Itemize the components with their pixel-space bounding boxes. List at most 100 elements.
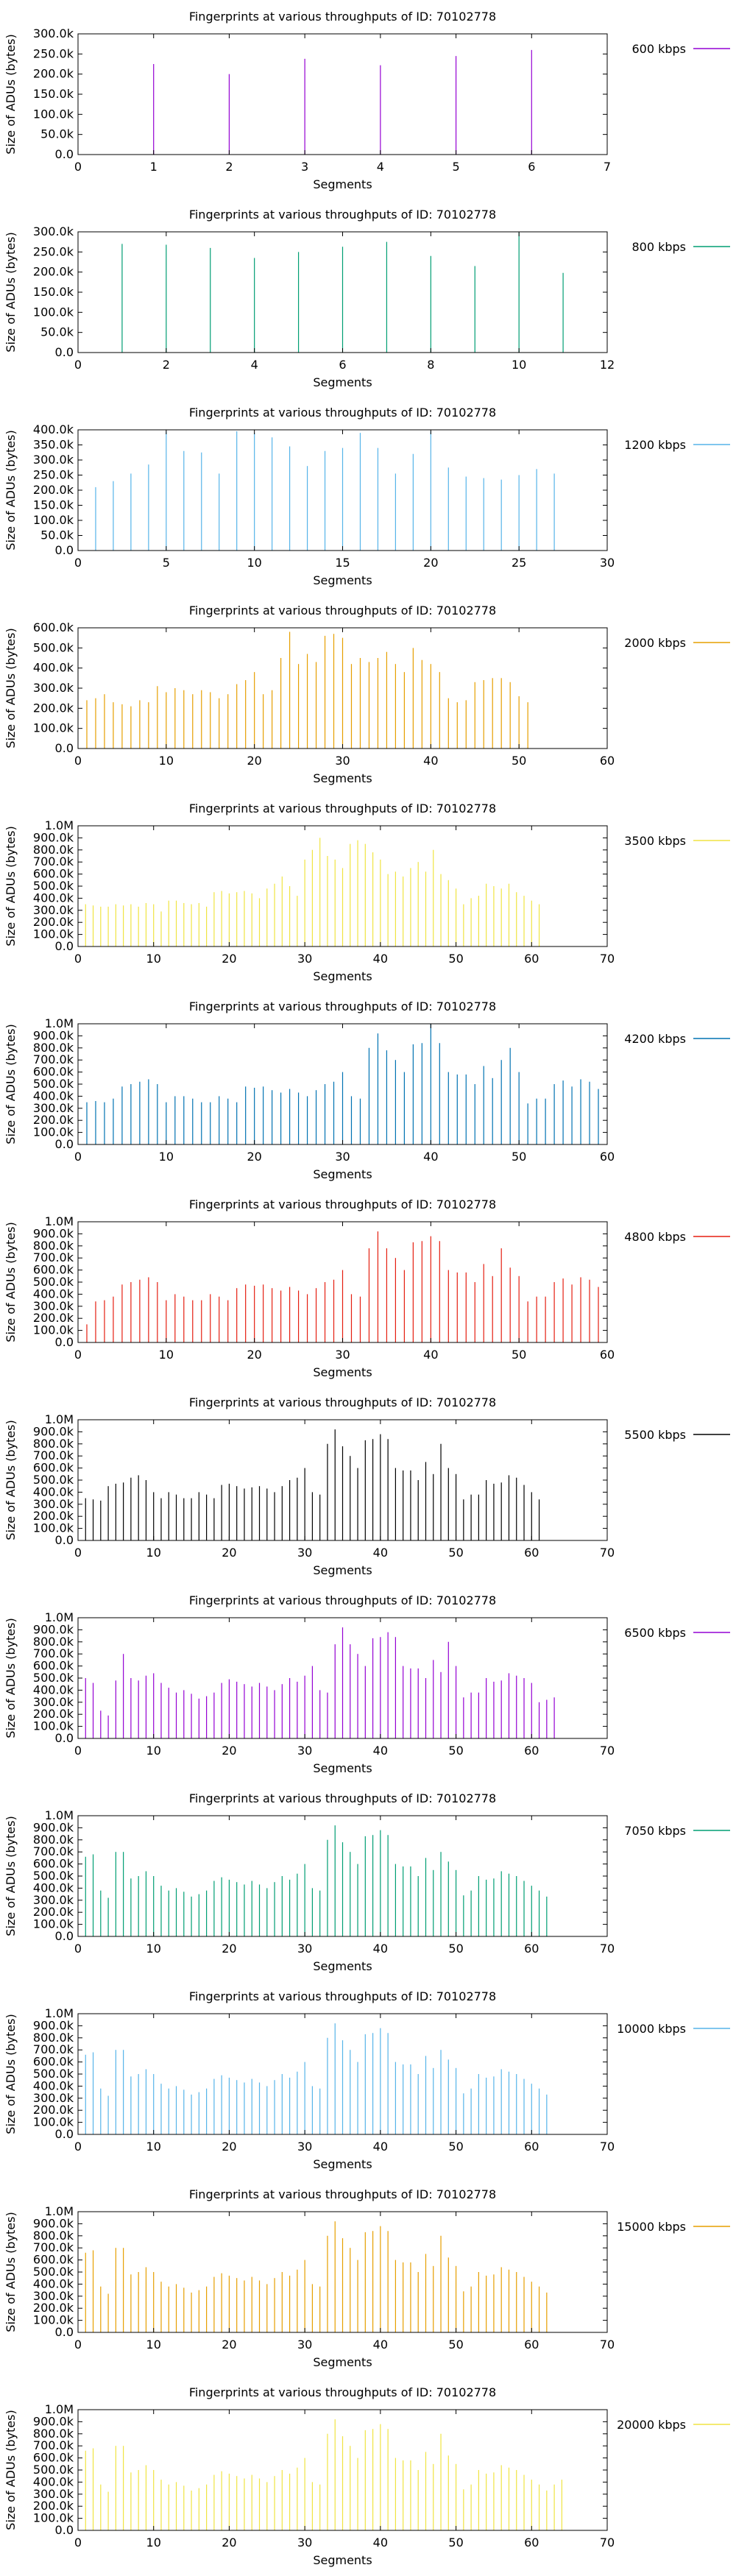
x-tick-label: 7 bbox=[604, 160, 611, 174]
x-tick-label: 30 bbox=[297, 2140, 312, 2154]
chart-panel: Fingerprints at various throughputs of I… bbox=[4, 208, 730, 389]
y-tick-label: 250.0k bbox=[33, 244, 74, 258]
x-tick-label: 20 bbox=[222, 2338, 236, 2352]
chart-panel: Fingerprints at various throughputs of I… bbox=[4, 1197, 730, 1379]
chart-title: Fingerprints at various throughputs of I… bbox=[189, 999, 496, 1013]
chart-title: Fingerprints at various throughputs of I… bbox=[189, 1197, 496, 1211]
x-axis-label: Segments bbox=[313, 1167, 372, 1181]
y-tick-label: 500.0k bbox=[33, 879, 74, 893]
x-tick-label: 40 bbox=[373, 1744, 388, 1758]
y-tick-label: 700.0k bbox=[33, 1052, 74, 1066]
chart-title: Fingerprints at various throughputs of I… bbox=[189, 1395, 496, 1409]
y-tick-label: 0.0 bbox=[55, 741, 74, 755]
y-tick-label: 300.0k bbox=[33, 224, 74, 238]
chart-title: Fingerprints at various throughputs of I… bbox=[189, 1989, 496, 2003]
y-tick-label: 1.0M bbox=[45, 2006, 74, 2020]
x-tick-label: 40 bbox=[373, 2140, 388, 2154]
x-axis-label: Segments bbox=[313, 573, 372, 587]
y-tick-label: 1.0M bbox=[45, 1412, 74, 1426]
x-tick-label: 60 bbox=[600, 1348, 615, 1362]
x-tick-label: 30 bbox=[335, 1150, 350, 1164]
x-tick-label: 30 bbox=[297, 952, 312, 966]
x-tick-label: 20 bbox=[222, 1744, 236, 1758]
y-tick-label: 300.0k bbox=[33, 1695, 74, 1709]
y-tick-label: 0.0 bbox=[55, 1335, 74, 1349]
y-tick-label: 600.0k bbox=[33, 1263, 74, 1277]
y-axis-label: Size of ADUs (bytes) bbox=[4, 1024, 18, 1144]
y-tick-label: 0.0 bbox=[55, 2325, 74, 2339]
y-tick-label: 400.0k bbox=[33, 1485, 74, 1498]
y-tick-label: 500.0k bbox=[33, 2463, 74, 2477]
x-tick-label: 0 bbox=[74, 952, 82, 966]
x-tick-label: 10 bbox=[146, 952, 161, 966]
y-tick-label: 1.0M bbox=[45, 1808, 74, 1822]
y-tick-label: 800.0k bbox=[33, 1239, 74, 1253]
x-tick-label: 50 bbox=[448, 1546, 463, 1560]
x-tick-label: 15 bbox=[335, 556, 350, 570]
x-axis-label: Segments bbox=[313, 177, 372, 191]
y-tick-label: 700.0k bbox=[33, 1844, 74, 1858]
x-tick-label: 70 bbox=[600, 1744, 615, 1758]
x-tick-label: 3 bbox=[301, 160, 308, 174]
x-tick-label: 0 bbox=[74, 754, 82, 768]
y-tick-label: 600.0k bbox=[33, 2451, 74, 2465]
x-tick-label: 70 bbox=[600, 1546, 615, 1560]
legend-label: 6500 kbps bbox=[624, 1626, 686, 1640]
x-tick-label: 4 bbox=[251, 358, 258, 372]
x-tick-label: 20 bbox=[247, 754, 261, 768]
y-tick-label: 600.0k bbox=[33, 867, 74, 881]
chart-panel: Fingerprints at various throughputs of I… bbox=[4, 406, 730, 587]
y-tick-label: 1.0M bbox=[45, 1016, 74, 1030]
y-tick-label: 0.0 bbox=[55, 2127, 74, 2141]
x-tick-label: 10 bbox=[512, 358, 526, 372]
x-tick-label: 30 bbox=[600, 556, 615, 570]
chart-panel: Fingerprints at various throughputs of I… bbox=[4, 2187, 730, 2369]
x-tick-label: 10 bbox=[146, 1942, 161, 1956]
legend-label: 4200 kbps bbox=[624, 1032, 686, 1046]
y-tick-label: 900.0k bbox=[33, 1424, 74, 1438]
legend-label: 7050 kbps bbox=[624, 1824, 686, 1838]
chart-title: Fingerprints at various throughputs of I… bbox=[189, 2385, 496, 2399]
chart-panel: Fingerprints at various throughputs of I… bbox=[4, 1989, 730, 2171]
x-tick-label: 6 bbox=[339, 358, 346, 372]
x-tick-label: 50 bbox=[448, 1744, 463, 1758]
y-tick-label: 1.0M bbox=[45, 2204, 74, 2218]
x-tick-label: 40 bbox=[373, 2338, 388, 2352]
y-tick-label: 0.0 bbox=[55, 147, 74, 161]
x-tick-label: 0 bbox=[74, 358, 82, 372]
y-tick-label: 900.0k bbox=[33, 1622, 74, 1636]
x-tick-label: 25 bbox=[512, 556, 526, 570]
chart-panel: Fingerprints at various throughputs of I… bbox=[4, 604, 730, 785]
y-axis-label: Size of ADUs (bytes) bbox=[4, 1420, 18, 1540]
x-tick-label: 30 bbox=[297, 2536, 312, 2550]
y-tick-label: 900.0k bbox=[33, 1226, 74, 1240]
x-tick-label: 30 bbox=[335, 1348, 350, 1362]
y-tick-label: 150.0k bbox=[33, 87, 74, 101]
y-tick-label: 800.0k bbox=[33, 1437, 74, 1451]
y-tick-label: 0.0 bbox=[55, 939, 74, 953]
x-tick-label: 60 bbox=[600, 1150, 615, 1164]
y-tick-label: 1.0M bbox=[45, 818, 74, 832]
y-tick-label: 900.0k bbox=[33, 2414, 74, 2428]
chart-title: Fingerprints at various throughputs of I… bbox=[189, 604, 496, 618]
chart-title: Fingerprints at various throughputs of I… bbox=[189, 406, 496, 420]
x-tick-label: 40 bbox=[423, 1348, 438, 1362]
chart-title: Fingerprints at various throughputs of I… bbox=[189, 802, 496, 815]
y-axis-label: Size of ADUs (bytes) bbox=[4, 232, 18, 352]
y-tick-label: 600.0k bbox=[33, 2253, 74, 2267]
y-tick-label: 700.0k bbox=[33, 2042, 74, 2056]
y-axis-label: Size of ADUs (bytes) bbox=[4, 1618, 18, 1738]
x-tick-label: 12 bbox=[600, 358, 615, 372]
x-tick-label: 5 bbox=[163, 556, 170, 570]
x-tick-label: 70 bbox=[600, 952, 615, 966]
y-tick-label: 100.0k bbox=[33, 1719, 74, 1733]
chart-panel: Fingerprints at various throughputs of I… bbox=[4, 802, 730, 983]
x-tick-label: 20 bbox=[247, 1348, 261, 1362]
y-tick-label: 250.0k bbox=[33, 46, 74, 60]
legend-label: 4800 kbps bbox=[624, 1230, 686, 1244]
y-tick-label: 300.0k bbox=[33, 453, 74, 467]
x-tick-label: 30 bbox=[335, 754, 350, 768]
y-tick-label: 900.0k bbox=[33, 1028, 74, 1042]
y-tick-label: 700.0k bbox=[33, 854, 74, 868]
y-tick-label: 1.0M bbox=[45, 1214, 74, 1228]
